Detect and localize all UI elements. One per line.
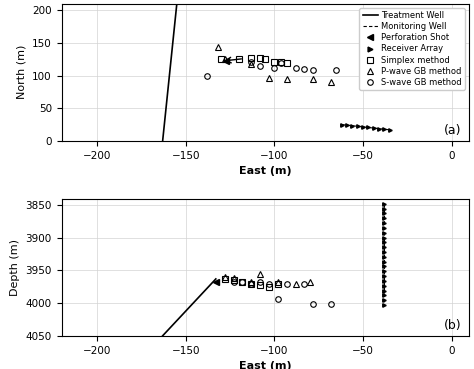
Y-axis label: North (m): North (m) <box>17 45 27 100</box>
Legend: Treatment Well, Monitoring Well, Perforation Shot, Receiver Array, Simplex metho: Treatment Well, Monitoring Well, Perfora… <box>359 8 465 90</box>
X-axis label: East (m): East (m) <box>239 361 292 369</box>
Text: (b): (b) <box>444 319 461 332</box>
Text: (a): (a) <box>444 124 461 137</box>
Y-axis label: Depth (m): Depth (m) <box>10 239 20 296</box>
X-axis label: East (m): East (m) <box>239 166 292 176</box>
